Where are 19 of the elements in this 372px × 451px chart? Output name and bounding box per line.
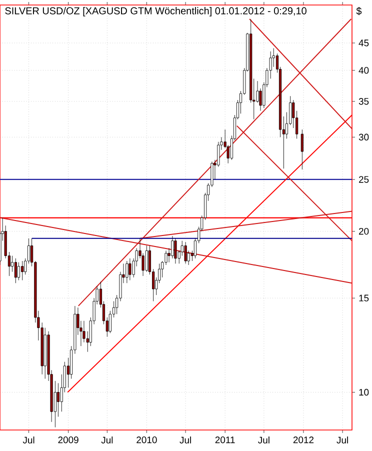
y-tick-label: 15 <box>359 294 369 302</box>
x-tick-label: 2012 <box>293 436 314 444</box>
x-tick-label: 2009 <box>58 436 78 444</box>
y-tick-label: 35 <box>358 98 369 105</box>
y-tick-label: 25 <box>358 176 369 183</box>
y-tick-label: 45 <box>358 40 369 46</box>
y-tick-label: 10 <box>359 388 369 396</box>
x-tick-label: 2011 <box>215 436 235 444</box>
y-tick-label: 20 <box>358 228 369 235</box>
x-tick-label: Jul <box>180 436 191 444</box>
x-tick-label: Jul <box>22 436 34 444</box>
y-axis-title: $ <box>356 7 362 16</box>
y-tick-label: 40 <box>358 66 369 74</box>
x-tick-label: 2010 <box>136 436 157 444</box>
chart-title: SILVER USD/OZ [XAGUSD GTM Wöchentlich] 01.01.2012 - 0:29,10 <box>5 7 306 16</box>
x-tick-label: Jul <box>101 436 113 444</box>
y-tick-label: 30 <box>358 134 369 140</box>
x-tick-label: Jul <box>258 436 270 444</box>
x-tick-label: Jul <box>336 436 348 444</box>
